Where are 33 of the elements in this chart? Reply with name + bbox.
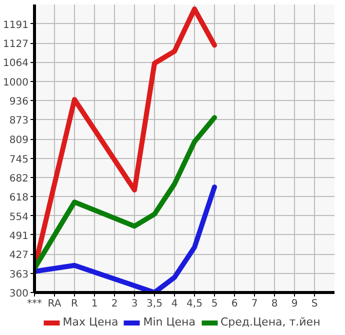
x-tick-label: 1 <box>91 298 98 310</box>
legend-label: Max Цена <box>62 316 118 328</box>
x-tick-label: 5 <box>211 298 218 310</box>
y-tick-label: 1191 <box>3 20 29 31</box>
legend-label: Сред.Цена, т.йен <box>220 316 320 328</box>
y-tick-label: 682 <box>9 173 29 184</box>
x-tick-label: RA <box>48 298 62 310</box>
x-tick-label: 2 <box>111 298 118 310</box>
y-tick-label: 300 <box>9 288 29 300</box>
x-tick-label: S <box>311 298 318 310</box>
legend-label: Min Цена <box>143 316 196 328</box>
x-tick-label: 8 <box>271 298 278 310</box>
y-tick-label: 873 <box>9 116 29 127</box>
y-tick-label: 427 <box>9 250 29 262</box>
y-tick-label: 809 <box>9 135 29 146</box>
y-tick-label: 1127 <box>3 39 29 50</box>
y-tick-label: 745 <box>9 154 29 166</box>
y-tick-label: 618 <box>9 192 29 204</box>
x-tick-label: *** <box>27 298 42 310</box>
x-tick-label: 4 <box>171 298 178 310</box>
y-tick-label: 1064 <box>3 58 29 70</box>
y-tick-label: 936 <box>9 96 29 108</box>
y-tick-label: 491 <box>9 230 29 242</box>
y-tick-label: 1000 <box>3 77 29 88</box>
x-tick-label: 3 <box>131 298 138 310</box>
x-tick-label: 3,5 <box>146 298 162 310</box>
x-tick-label: 9 <box>291 298 298 310</box>
y-tick-label: 554 <box>9 212 29 223</box>
y-tick-label: 363 <box>9 270 29 280</box>
x-tick-label: 4,5 <box>186 298 202 310</box>
x-tick-label: 6 <box>231 298 238 310</box>
x-tick-label: 7 <box>251 298 258 310</box>
x-tick-label: R <box>71 298 78 310</box>
